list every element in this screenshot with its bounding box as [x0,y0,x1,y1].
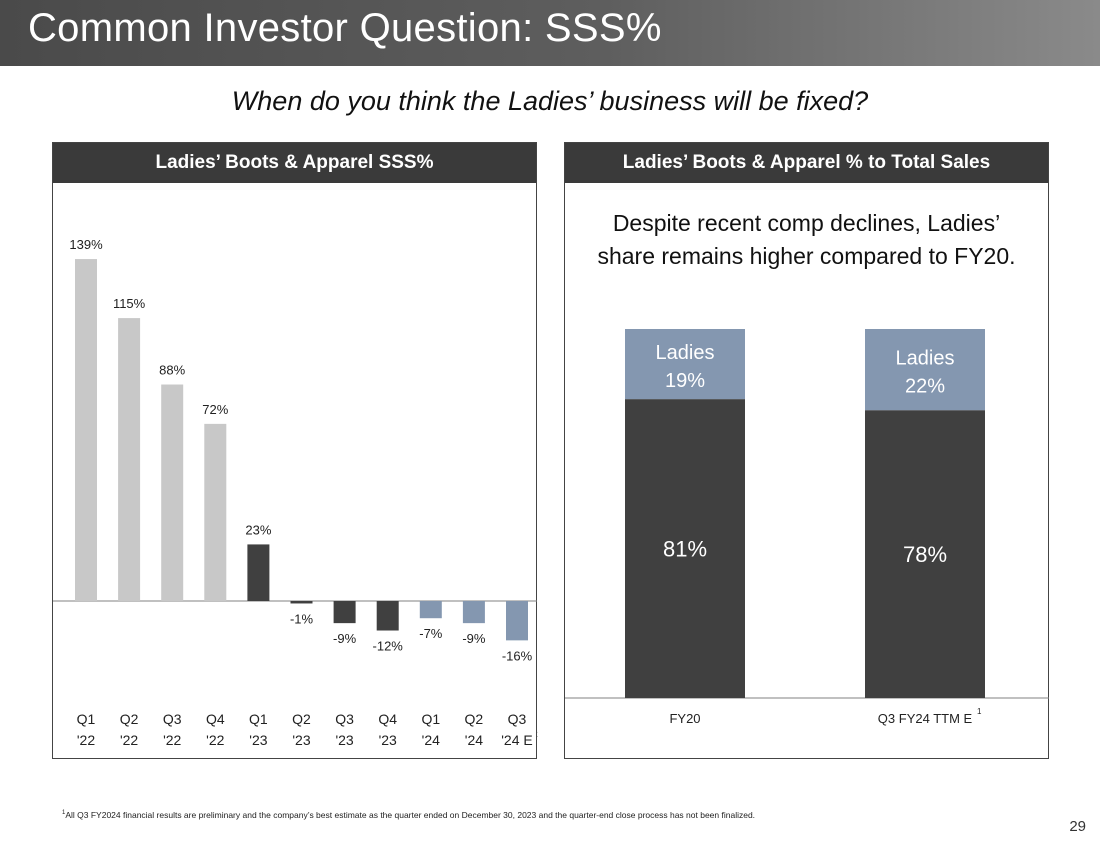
footnote-text: All Q3 FY2024 financial results are prel… [65,810,756,820]
sss-data-label: -1% [290,611,314,626]
sss-tick-label-quarter: Q4 [378,711,397,727]
sss-tick-label-quarter: Q1 [421,711,440,727]
sss-tick-label-quarter: Q1 [77,711,96,727]
sss-bar [204,423,227,601]
sss-tick-label-quarter: Q3 [508,711,527,727]
annotation-line-2: share remains higher compared to FY20. [597,243,1016,269]
sss-tick-label-quarter: Q2 [465,711,484,727]
sss-tick-label-year: '22 [77,732,95,748]
sss-tick-label-quarter: Q2 [120,711,139,727]
sss-data-label: -9% [462,631,486,646]
sss-data-label: 88% [159,363,185,378]
page-title: Common Investor Question: SSS% [28,6,662,50]
share-ladies-label: 22% [905,376,945,398]
sss-tick-label-year: '24 E [501,732,532,748]
share-chart-panel: Ladies’ Boots & Apparel % to Total Sales… [564,142,1049,759]
share-bar-ladies [865,329,985,411]
annotation-line-1: Despite recent comp declines, Ladies’ [612,210,1001,236]
footnote: 1All Q3 FY2024 financial results are pre… [62,810,755,820]
footnote-marker: 1 [62,810,66,817]
share-bar-ladies [625,329,745,400]
sss-tick-label-quarter: Q4 [206,711,225,727]
share-tick-label: FY20 [669,711,700,726]
page-number: 29 [1069,818,1086,835]
sss-tick-label-year: '22 [120,732,138,748]
share-bar-other [625,399,745,698]
sss-tick-label-year: '23 [379,732,397,748]
sss-data-label: 23% [245,522,271,537]
sss-chart-panel: Ladies’ Boots & Apparel SSS% 139% Q1'22 11… [52,142,538,759]
share-ladies-name: Ladies [896,348,955,370]
share-other-label: 78% [903,542,947,567]
sss-bar [290,601,313,604]
sss-bar [247,544,270,601]
sss-data-label: -16% [502,648,533,663]
title-bar: Common Investor Question: SSS% [0,0,1100,66]
sss-tick-label-year: '24 [465,732,483,748]
sss-bar [75,259,97,601]
sss-chart-title: Ladies’ Boots & Apparel SSS% [53,143,536,183]
sss-tick-label-quarter: Q3 [335,711,354,727]
share-chart-title: Ladies’ Boots & Apparel % to Total Sales [565,143,1048,183]
sss-bar [118,318,141,601]
sss-data-label: 139% [69,237,103,252]
sss-tick-label-year: '22 [163,732,181,748]
share-ladies-name: Ladies [656,342,715,364]
sss-bar [462,601,485,624]
sss-data-label: -12% [373,639,404,654]
sss-bar [161,384,184,601]
share-stacked-bar-chart: 81% Ladies 19% FY20 78% Ladies 22% Q3 FY24 TTM … [565,329,1049,726]
sss-tick-label-year: '24 [422,732,440,748]
sss-data-label: 115% [113,296,146,311]
sss-data-label: 72% [202,402,228,417]
share-chart-annotation: Despite recent comp declines, Ladies’ sh… [565,207,1048,273]
sss-tick-label-year: '22 [206,732,224,748]
share-bar-other [865,410,985,698]
sss-tick-superscript: 1 [537,730,538,739]
page-subtitle: When do you think the Ladies’ business w… [231,86,869,116]
sss-bar [506,601,528,641]
sss-data-label: -9% [333,631,357,646]
share-ladies-label: 19% [665,370,705,392]
sss-bar [376,601,399,631]
sss-tick-label-quarter: Q1 [249,711,268,727]
sss-tick-label-year: '23 [335,732,353,748]
sss-bar [419,601,442,619]
sss-bar-chart: 139% Q1 '22 115% Q2 '22 88% Q3 '22 72% Q4 '22 23% Q1 '… [53,237,538,748]
share-other-label: 81% [663,537,707,562]
sss-bar [333,601,356,624]
sss-data-label: -7% [419,626,443,641]
share-tick-label: Q3 FY24 TTM E [878,711,973,726]
share-tick-superscript: 1 [977,707,982,716]
sss-tick-label-quarter: Q2 [292,711,311,727]
sss-tick-label-year: '23 [249,732,267,748]
sss-tick-label-year: '23 [292,732,310,748]
sss-tick-label-quarter: Q3 [163,711,182,727]
